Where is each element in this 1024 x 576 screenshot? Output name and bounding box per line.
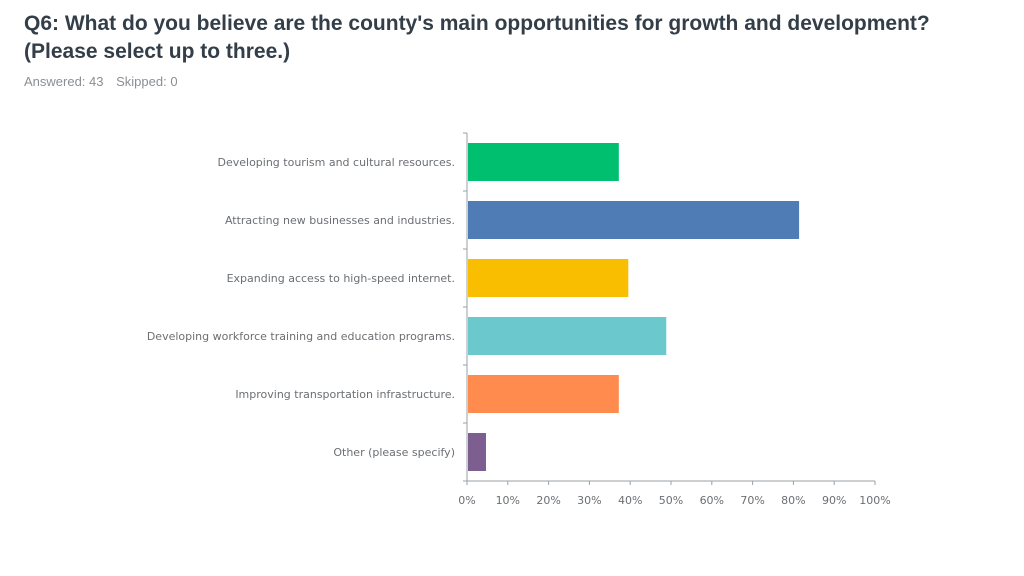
x-tick-label: 10% bbox=[496, 494, 520, 507]
category-label: Developing tourism and cultural resource… bbox=[218, 156, 456, 169]
category-label: Attracting new businesses and industries… bbox=[225, 214, 455, 227]
x-tick-label: 90% bbox=[822, 494, 846, 507]
answered-count: Answered: 43 bbox=[24, 74, 104, 89]
category-label: Developing workforce training and educat… bbox=[147, 330, 455, 343]
category-labels: Developing tourism and cultural resource… bbox=[147, 156, 455, 459]
x-tick-label: 40% bbox=[618, 494, 642, 507]
x-tick-label: 50% bbox=[659, 494, 683, 507]
question-title: Q6: What do you believe are the county's… bbox=[24, 12, 930, 63]
x-tick-label: 20% bbox=[536, 494, 560, 507]
x-tick-label: 100% bbox=[859, 494, 890, 507]
skipped-count: Skipped: 0 bbox=[116, 74, 178, 89]
response-stats: Answered: 43 Skipped: 0 bbox=[24, 74, 187, 89]
x-tick-label: 70% bbox=[740, 494, 764, 507]
bar-4 bbox=[468, 317, 667, 355]
category-label: Expanding access to high-speed internet. bbox=[227, 272, 455, 285]
category-label: Improving transportation infrastructure. bbox=[235, 388, 455, 401]
x-tick-label: 80% bbox=[781, 494, 805, 507]
x-tick-label: 30% bbox=[577, 494, 601, 507]
bar-1 bbox=[468, 143, 619, 181]
chart-axes bbox=[463, 132, 876, 485]
chart-bars bbox=[468, 143, 800, 471]
x-tick-labels: 0% 10% 20% 30% 40% 50% 60% 70% 80% 90% 100% bbox=[458, 494, 890, 507]
x-tick-label: 60% bbox=[700, 494, 724, 507]
bar-5 bbox=[468, 375, 619, 413]
bar-2 bbox=[468, 201, 800, 239]
category-label: Other (please specify) bbox=[333, 446, 455, 459]
bar-3 bbox=[468, 259, 629, 297]
bar-6 bbox=[468, 433, 486, 471]
x-tick-label: 0% bbox=[458, 494, 475, 507]
